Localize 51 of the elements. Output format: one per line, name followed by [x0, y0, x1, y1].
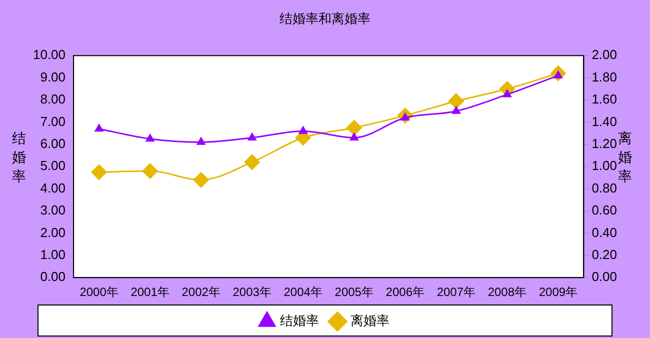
y-tick-label: 10.00: [32, 47, 66, 62]
legend-label: 结婚率: [280, 313, 319, 328]
y2-tick-label: 1.40: [592, 114, 618, 129]
point: [193, 172, 209, 188]
y-tick-label: 1.00: [40, 246, 66, 262]
point: [350, 132, 358, 140]
y2-tick-label: 0.20: [592, 246, 618, 262]
point: [91, 164, 107, 180]
y2-tick-label: 0.80: [592, 180, 618, 196]
y-tick-label: 9.00: [40, 69, 66, 84]
point: [244, 154, 260, 170]
x-tick-label: 2009年: [538, 285, 578, 300]
y-tick-label: 7.00: [40, 114, 66, 129]
point: [452, 106, 460, 114]
point: [196, 137, 206, 145]
point: [146, 134, 154, 142]
x-tick-label: 2007年: [436, 285, 476, 300]
y-tick-label: 3.00: [40, 202, 66, 218]
chart-title: 结婚率和离婚率: [280, 11, 370, 28]
y2-axis-title: 离婚率: [618, 130, 633, 187]
y-tick-label: 6.00: [40, 136, 66, 151]
y2-tick-label: 2.00: [592, 47, 618, 62]
point: [248, 132, 256, 140]
y-tick-label: 5.00: [40, 158, 66, 174]
point: [94, 124, 104, 132]
y2-tick-label: 1.00: [592, 158, 618, 174]
x-tick-label: 2003年: [232, 285, 272, 300]
point: [142, 163, 158, 179]
x-tick-label: 2002年: [182, 285, 220, 300]
y-axis-title: 结婚率: [12, 130, 27, 187]
y2-tick-label: 0.40: [592, 224, 618, 240]
x-tick-label: 2005年: [334, 285, 374, 300]
y2-tick-label: 0.60: [592, 202, 618, 218]
x-tick-label: 2000年: [80, 285, 118, 300]
y-tick-label: 0.00: [40, 269, 66, 284]
x-tick-label: 2008年: [488, 285, 527, 300]
point: [346, 120, 362, 136]
y2-tick-label: 1.80: [592, 69, 618, 84]
x-tick-label: 2001年: [130, 285, 170, 300]
point: [502, 90, 512, 98]
point: [298, 126, 308, 134]
y2-tick-label: 1.20: [592, 136, 618, 151]
point: [448, 93, 464, 109]
y2-tick-label: 0.00: [592, 269, 618, 284]
x-tick-label: 2006年: [386, 285, 424, 300]
y2-tick-label: 1.60: [592, 92, 618, 107]
x-tick-label: 2004年: [284, 285, 322, 300]
y-tick-label: 4.00: [40, 180, 66, 196]
y-tick-label: 2.00: [40, 224, 66, 240]
legend-label: 离婚率: [350, 313, 390, 328]
y-tick-label: 8.00: [40, 92, 66, 107]
